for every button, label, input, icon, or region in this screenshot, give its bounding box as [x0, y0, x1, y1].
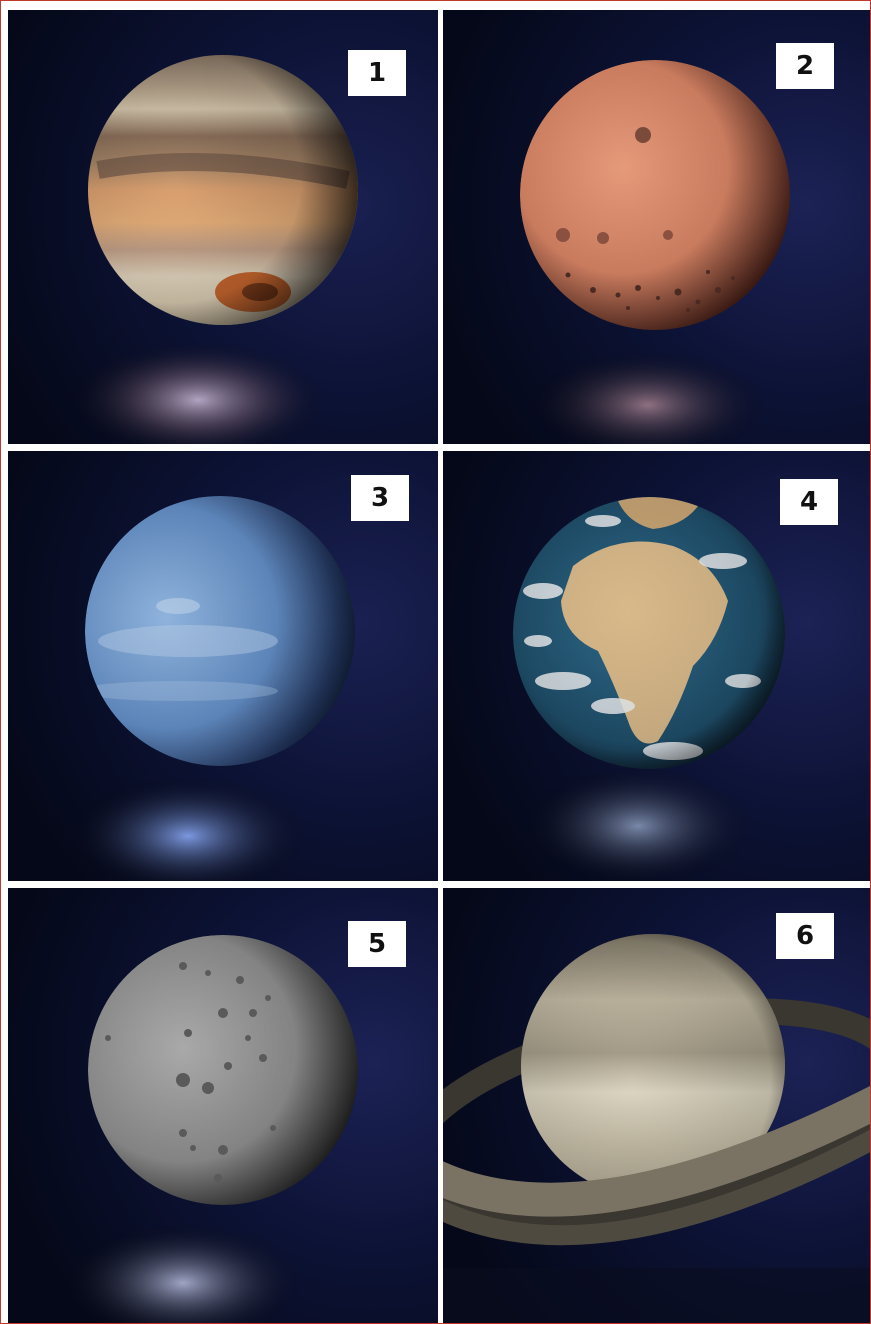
panel-6-number: 6 — [776, 913, 834, 959]
panel-2-number: 2 — [776, 43, 834, 89]
panel-1: 1 — [8, 10, 438, 444]
planet-2-image — [443, 10, 871, 444]
panel-5-number: 5 — [348, 921, 406, 967]
panel-1-number: 1 — [348, 50, 406, 96]
planet-3-image — [8, 451, 438, 881]
panel-5: 5 — [8, 888, 438, 1324]
panel-4-number: 4 — [780, 479, 838, 525]
planet-5-image — [8, 888, 438, 1324]
panel-3: 3 — [8, 451, 438, 881]
planet-6-image — [443, 888, 871, 1324]
panel-3-number: 3 — [351, 475, 409, 521]
planet-4-image — [443, 451, 871, 881]
panel-6: 6 — [443, 888, 871, 1324]
panel-2: 2 — [443, 10, 871, 444]
panel-4: 4 — [443, 451, 871, 881]
